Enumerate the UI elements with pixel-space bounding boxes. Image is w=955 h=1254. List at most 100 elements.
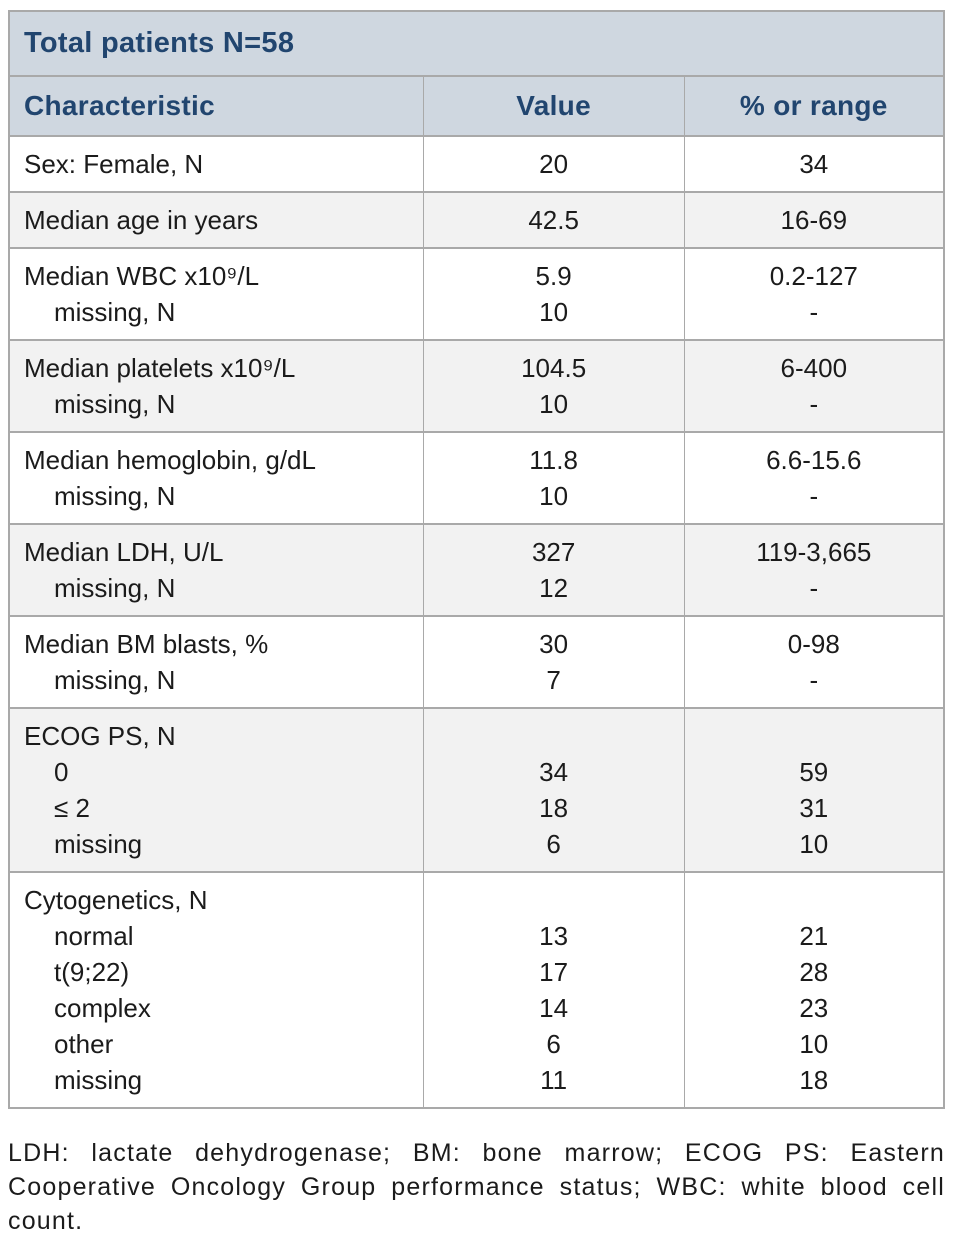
- range-cell: 0-98 -: [683, 615, 944, 708]
- table-title: Total patients N=58: [9, 11, 944, 76]
- row-subrange: -: [809, 297, 819, 327]
- value-cell: 13 17 14 6 11: [422, 871, 685, 1108]
- row-label: Median BM blasts, %: [24, 629, 269, 659]
- row-value: [438, 718, 670, 754]
- row-subrange: 23: [799, 993, 829, 1023]
- abbreviations-footnote: LDH: lactate dehydrogenase; BM: bone mar…: [8, 1139, 945, 1235]
- row-sublabel: t(9;22): [54, 957, 130, 987]
- row-sublabel: missing: [54, 1065, 143, 1095]
- table-header-row: Characteristic Value % or range: [9, 75, 944, 136]
- characteristic-cell: ECOG PS, N 0 ≤ 2 missing: [9, 707, 424, 872]
- row-label: Sex: Female, N: [24, 149, 204, 179]
- range-cell: 6-400 -: [683, 339, 944, 432]
- value-cell: 327 12: [422, 523, 685, 616]
- row-label: Median WBC x10⁹/L: [24, 261, 260, 291]
- characteristic-cell: Sex: Female, N: [9, 135, 424, 192]
- row-value: 30: [539, 629, 569, 659]
- row-range: 6-400: [780, 353, 848, 383]
- row-subvalue: 34: [539, 757, 569, 787]
- row-label: Median hemoglobin, g/dL: [24, 445, 316, 475]
- column-header-range: % or range: [683, 75, 944, 136]
- value-cell: 30 7: [422, 615, 685, 708]
- value-cell: 5.9 10: [422, 247, 685, 340]
- row-value: 11.8: [529, 445, 578, 475]
- row-subvalue: 13: [539, 921, 569, 951]
- row-label: Median age in years: [24, 205, 259, 235]
- characteristic-cell: Median WBC x10⁹/L missing, N: [9, 247, 424, 340]
- row-value: 5.9: [535, 261, 572, 291]
- row-range: [699, 882, 929, 918]
- row-sublabel: complex: [54, 993, 151, 1023]
- characteristic-cell: Median LDH, U/L missing, N: [9, 523, 424, 616]
- row-subvalue: 12: [539, 573, 569, 603]
- row-label: Median LDH, U/L: [24, 537, 224, 567]
- row-range: 6.6-15.6: [766, 445, 862, 475]
- characteristic-cell: Median BM blasts, % missing, N: [9, 615, 424, 708]
- row-subvalue: 6: [546, 1029, 561, 1059]
- row-value: 104.5: [521, 353, 587, 383]
- row-sublabel: missing, N: [54, 665, 176, 695]
- table-row-cytogenetics: Cytogenetics, N normal t(9;22) complex o…: [9, 871, 944, 1108]
- characteristic-cell: Median platelets x10⁹/L missing, N: [9, 339, 424, 432]
- characteristic-cell: Median hemoglobin, g/dL missing, N: [9, 431, 424, 524]
- row-subvalue: 10: [539, 297, 569, 327]
- table-title-row: Total patients N=58: [9, 11, 944, 76]
- characteristic-cell: Cytogenetics, N normal t(9;22) complex o…: [9, 871, 424, 1108]
- value-cell: 11.8 10: [422, 431, 685, 524]
- row-subrange: -: [809, 665, 819, 695]
- row-subvalue: 10: [539, 481, 569, 511]
- row-sublabel: ≤ 2: [54, 793, 90, 823]
- row-subrange: 21: [799, 921, 829, 951]
- range-cell: 59 31 10: [683, 707, 944, 872]
- value-cell: 34 18 6: [422, 707, 685, 872]
- row-subrange: -: [809, 573, 819, 603]
- row-sublabel: missing: [54, 829, 143, 859]
- row-subrange: -: [809, 389, 819, 419]
- row-subvalue: 14: [539, 993, 569, 1023]
- row-subvalue: 17: [539, 957, 569, 987]
- table-row: Median BM blasts, % missing, N 30 7 0-98…: [9, 615, 944, 708]
- table-row: Median hemoglobin, g/dL missing, N 11.8 …: [9, 431, 944, 524]
- row-sublabel: missing, N: [54, 389, 176, 419]
- row-sublabel: 0: [54, 757, 69, 787]
- value-cell: 42.5: [422, 191, 685, 248]
- row-sublabel: other: [54, 1029, 114, 1059]
- table-row: Median WBC x10⁹/L missing, N 5.9 10 0.2-…: [9, 247, 944, 340]
- row-value: 42.5: [528, 205, 579, 235]
- row-subvalue: 18: [539, 793, 569, 823]
- row-subrange: 59: [799, 757, 829, 787]
- column-header-value: Value: [422, 75, 685, 136]
- row-subvalue: 11: [540, 1065, 568, 1095]
- row-subrange: 10: [799, 829, 829, 859]
- row-subvalue: 6: [546, 829, 561, 859]
- column-header-characteristic: Characteristic: [9, 75, 424, 136]
- row-range: [699, 718, 929, 754]
- row-label: Cytogenetics, N: [24, 885, 208, 915]
- value-cell: 20: [422, 135, 685, 192]
- row-sublabel: missing, N: [54, 481, 176, 511]
- range-cell: 119-3,665 -: [683, 523, 944, 616]
- row-sublabel: normal: [54, 921, 134, 951]
- row-value: [438, 882, 670, 918]
- row-range: 119-3,665: [756, 537, 872, 567]
- characteristic-cell: Median age in years: [9, 191, 424, 248]
- row-subrange: 10: [799, 1029, 829, 1059]
- row-label: Median platelets x10⁹/L: [24, 353, 296, 383]
- row-range: 16-69: [780, 205, 848, 235]
- row-label: ECOG PS, N: [24, 721, 176, 751]
- range-cell: 0.2-127 -: [683, 247, 944, 340]
- range-cell: 34: [683, 135, 944, 192]
- row-range: 0.2-127: [769, 261, 858, 291]
- row-range: 34: [799, 149, 829, 179]
- row-subvalue: 10: [539, 389, 569, 419]
- row-subrange: 28: [799, 957, 829, 987]
- row-subrange: 18: [799, 1065, 829, 1095]
- row-sublabel: missing, N: [54, 573, 176, 603]
- row-value: 327: [531, 537, 576, 567]
- table-row: Sex: Female, N 20 34: [9, 135, 944, 192]
- table-row: Median age in years 42.5 16-69: [9, 191, 944, 248]
- range-cell: 16-69: [683, 191, 944, 248]
- table-row: Median platelets x10⁹/L missing, N 104.5…: [9, 339, 944, 432]
- row-value: 20: [539, 149, 569, 179]
- range-cell: 6.6-15.6 -: [683, 431, 944, 524]
